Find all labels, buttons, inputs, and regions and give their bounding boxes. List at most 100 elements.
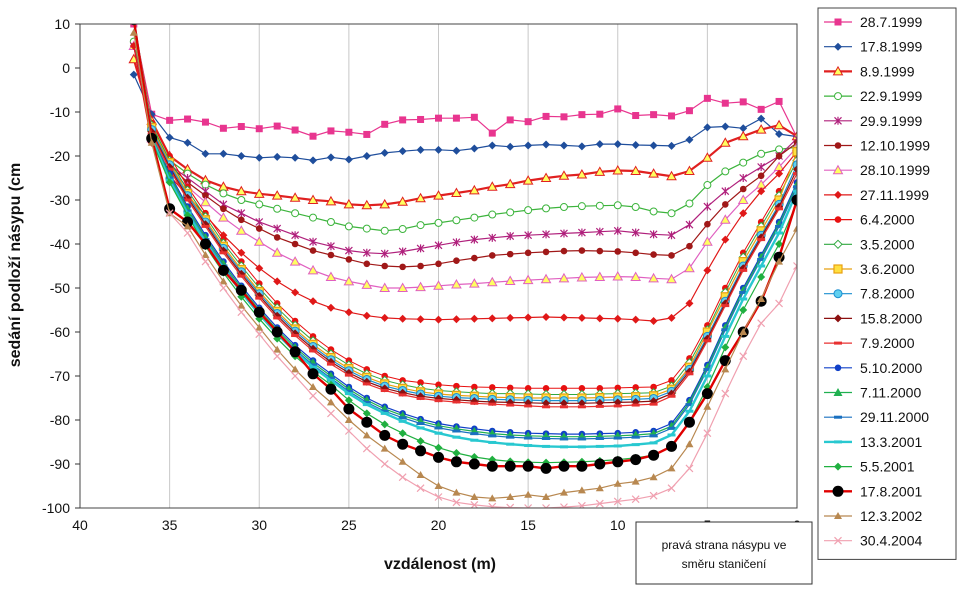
series-13-point-18 bbox=[452, 400, 461, 404]
series-5-point-17 bbox=[435, 260, 442, 268]
axes bbox=[75, 23, 798, 509]
series-12-point-23 bbox=[542, 399, 551, 408]
series-13-point-3 bbox=[183, 198, 192, 202]
series-4-point-35 bbox=[757, 163, 766, 171]
series-4-point-14 bbox=[380, 249, 389, 258]
series-19-point-10 bbox=[307, 368, 319, 380]
y-tick-label-7: -60 bbox=[50, 324, 70, 340]
series-2-point-7 bbox=[253, 188, 265, 198]
series-3-point-6 bbox=[237, 196, 246, 204]
annotation-line-2: směru staničení bbox=[682, 557, 767, 571]
series-21-point-17 bbox=[434, 493, 443, 501]
series-1-point-26 bbox=[595, 140, 604, 149]
legend-swatch-marker-9 bbox=[833, 239, 843, 250]
legend-label-16: 29.11.2000 bbox=[860, 409, 929, 425]
series-5-point-15 bbox=[399, 263, 406, 271]
series-17-point-26 bbox=[595, 444, 604, 448]
legend-label-10: 3.6.2000 bbox=[860, 261, 915, 277]
series-1-point-33 bbox=[721, 122, 730, 131]
series-13-point-4 bbox=[201, 224, 210, 228]
series-13-point-24 bbox=[559, 405, 568, 409]
series-19-point-15 bbox=[397, 438, 409, 450]
legend-swatch-marker-18 bbox=[834, 462, 842, 471]
series-2-point-34 bbox=[737, 130, 749, 141]
series-7-point-28 bbox=[631, 315, 640, 324]
series-2-point-24 bbox=[558, 170, 570, 180]
x-tick-label-0: 40 bbox=[72, 517, 88, 533]
series-16-point-27 bbox=[613, 436, 622, 440]
legend-label-15: 7.11.2000 bbox=[860, 385, 921, 401]
legend-swatch-marker-19 bbox=[832, 485, 844, 497]
series-1-point-14 bbox=[380, 148, 389, 157]
series-4-point-8 bbox=[273, 224, 282, 233]
series-17-point-15 bbox=[398, 419, 407, 423]
series-20-point-16 bbox=[416, 471, 425, 478]
series-1-point-36 bbox=[775, 130, 784, 138]
series-3-point-15 bbox=[398, 225, 407, 234]
series-16-point-29 bbox=[649, 434, 658, 438]
series-1-point-15 bbox=[398, 147, 407, 156]
series-0-point-21 bbox=[506, 116, 514, 124]
series-13-point-25 bbox=[577, 405, 586, 409]
x-tick-label-1: 35 bbox=[162, 517, 178, 533]
series-19-point-23 bbox=[540, 462, 552, 474]
legend-label-3: 22.9.1999 bbox=[860, 88, 922, 104]
series-line-2 bbox=[132, 58, 797, 207]
series-3-point-9 bbox=[291, 209, 300, 218]
series-5-point-19 bbox=[471, 254, 478, 262]
series-8-point-21 bbox=[506, 384, 514, 392]
series-2-point-35 bbox=[755, 124, 767, 134]
series-0-point-12 bbox=[345, 128, 353, 136]
y-tick-label-3: -20 bbox=[50, 148, 70, 164]
series-3-point-4 bbox=[201, 180, 210, 189]
series-16-point-11 bbox=[326, 376, 335, 380]
legend-item-5: 12.10.1999 bbox=[824, 138, 930, 154]
series-19-point-16 bbox=[415, 445, 427, 457]
series-13-point-20 bbox=[488, 402, 497, 406]
series-16-point-24 bbox=[559, 437, 568, 441]
y-tick-label-2: -10 bbox=[50, 104, 70, 120]
series-19-point-18 bbox=[450, 456, 462, 468]
series-2-point-17 bbox=[433, 190, 444, 200]
series-0-point-9 bbox=[291, 126, 299, 134]
series-20-point-0 bbox=[129, 28, 138, 36]
series-5-point-6 bbox=[238, 216, 245, 224]
series-1-point-8 bbox=[273, 152, 282, 161]
series-6-point-8 bbox=[271, 247, 283, 257]
series-19-point-36 bbox=[773, 251, 785, 263]
legend-label-8: 6.4.2000 bbox=[860, 212, 915, 228]
series-17-point-18 bbox=[452, 435, 461, 439]
series-8-point-16 bbox=[417, 379, 424, 386]
series-20-point-7 bbox=[255, 323, 264, 331]
series-20-point-36 bbox=[775, 257, 784, 265]
series-8-point-19 bbox=[471, 383, 478, 391]
series-line-21 bbox=[169, 212, 797, 508]
series-19-point-27 bbox=[612, 456, 624, 468]
series-4-point-29 bbox=[649, 230, 658, 239]
series-7-point-20 bbox=[488, 314, 497, 323]
series-5-point-32 bbox=[704, 220, 711, 228]
series-19-point-12 bbox=[343, 403, 355, 415]
series-17-point-28 bbox=[631, 443, 640, 447]
series-1-point-23 bbox=[542, 140, 551, 149]
series-17-point-24 bbox=[559, 445, 568, 449]
series-18-point-13 bbox=[362, 409, 371, 418]
legend-swatch-marker-2 bbox=[832, 65, 844, 76]
series-16-point-22 bbox=[524, 436, 533, 440]
series-13-point-26 bbox=[595, 404, 604, 408]
series-14 bbox=[133, 24, 797, 438]
series-13-point-31 bbox=[685, 372, 694, 376]
series-1-point-6 bbox=[237, 152, 246, 160]
series-17-point-31 bbox=[685, 409, 694, 413]
series-4-point-31 bbox=[685, 220, 694, 229]
series-13-point-15 bbox=[398, 393, 407, 397]
y-tick-label-11: -100 bbox=[42, 500, 70, 516]
series-9 bbox=[133, 24, 797, 400]
series-1-point-22 bbox=[524, 141, 533, 150]
series-17-point-11 bbox=[326, 378, 335, 382]
legend-label-7: 27.11.1999 bbox=[860, 187, 929, 203]
series-13-point-11 bbox=[326, 362, 335, 366]
series-17-point-25 bbox=[577, 445, 586, 449]
series-2-point-13 bbox=[361, 199, 373, 210]
series-1-point-18 bbox=[452, 146, 461, 155]
